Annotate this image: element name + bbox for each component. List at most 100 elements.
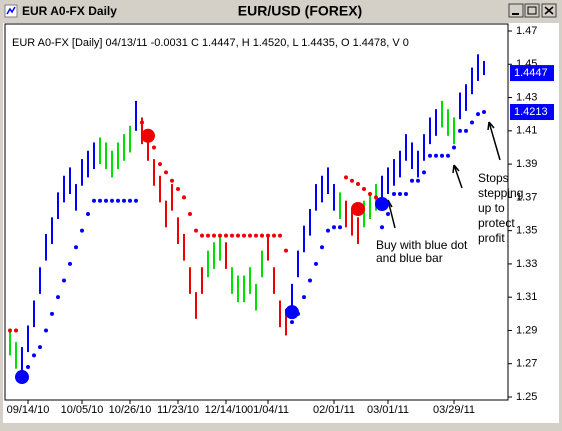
stop-dot <box>440 153 444 158</box>
stop-dot <box>164 170 168 175</box>
window-buttons[interactable] <box>508 3 557 18</box>
stop-dot <box>56 295 60 300</box>
title-bar <box>1 1 561 23</box>
stop-dot <box>254 233 258 238</box>
window-icon-line <box>6 6 16 15</box>
x-tick-label: 10/05/10 <box>61 404 104 416</box>
annotation-line: Stops <box>478 171 509 185</box>
stop-dot <box>422 170 426 175</box>
stop-price-label: 1.4213 <box>514 106 548 118</box>
y-tick-label: 1.39 <box>516 158 537 170</box>
x-tick-label: 03/01/11 <box>367 404 409 416</box>
stop-dot <box>116 198 120 203</box>
x-tick-label: 11/23/10 <box>157 404 199 416</box>
stop-dot <box>410 178 414 183</box>
x-tick-label: 02/01/11 <box>313 404 355 416</box>
stop-dot <box>80 228 84 233</box>
stop-dot <box>8 328 12 333</box>
annotation-line: protect <box>478 216 515 230</box>
stop-dot <box>344 175 348 180</box>
stop-dot <box>182 195 186 200</box>
stop-dot <box>206 233 210 238</box>
y-tick-label: 1.31 <box>516 291 537 303</box>
stop-dot <box>38 345 42 350</box>
signal-dot <box>141 128 155 143</box>
x-tick-label: 10/26/10 <box>109 404 152 416</box>
stop-dot <box>86 212 90 216</box>
stop-dot <box>338 225 342 230</box>
stop-dot <box>188 212 192 216</box>
arrow-stops-2 <box>487 121 501 161</box>
stop-dot <box>470 120 474 125</box>
stop-dot <box>170 178 174 183</box>
stop-dot <box>356 182 360 187</box>
stop-dot <box>464 128 468 133</box>
maximize-button[interactable] <box>524 3 540 18</box>
stop-dot <box>398 192 402 197</box>
stop-dot <box>350 178 354 183</box>
stop-dot <box>92 198 96 203</box>
plot-area <box>4 23 509 401</box>
stop-dot <box>200 233 204 238</box>
stop-dot <box>302 295 306 300</box>
stop-dot <box>404 192 408 197</box>
stop-dot <box>26 365 30 370</box>
stop-dot <box>98 198 102 203</box>
stop-dot <box>374 195 378 200</box>
last-price-box <box>510 65 554 82</box>
annotation-line: Buy with blue dot <box>376 238 468 252</box>
window-title: EUR A0-FX Daily <box>22 4 117 18</box>
info-line: EUR A0-FX [Daily] 04/13/11 -0.0031 C 1.4… <box>12 37 409 49</box>
signal-dot <box>351 202 365 217</box>
last-price-label: 1.4447 <box>514 67 548 79</box>
stop-dot <box>458 128 462 133</box>
stop-dot <box>290 320 294 325</box>
y-tick-label: 1.35 <box>516 225 537 237</box>
stop-dot <box>104 198 108 203</box>
x-tick-label: 12/14/10 <box>205 404 248 416</box>
y-tick-label: 1.43 <box>516 91 537 103</box>
stop-dot <box>134 198 138 203</box>
stop-dot <box>194 228 198 233</box>
stop-dot <box>428 153 432 158</box>
x-tick-label: 01/04/11 <box>247 404 289 416</box>
x-tick-label: 09/14/10 <box>7 404 50 416</box>
stop-dot <box>158 162 162 167</box>
arrow-stops-1 <box>452 164 463 189</box>
minimize-button[interactable] <box>508 3 524 18</box>
stop-dot <box>212 233 216 238</box>
stop-dot <box>248 233 252 238</box>
stop-dot <box>380 225 384 230</box>
stop-dot <box>416 178 420 183</box>
stop-dot <box>140 120 144 125</box>
stop-dot <box>242 233 246 238</box>
close-icon <box>544 6 554 15</box>
stop-dot <box>260 233 264 238</box>
annotation-line: stepping <box>478 186 523 200</box>
stop-dot <box>236 233 240 238</box>
maximize-icon <box>527 6 537 15</box>
annotation-line: profit <box>478 231 505 245</box>
signal-dot <box>15 370 29 385</box>
y-tick-label: 1.41 <box>516 125 537 137</box>
stop-dot <box>14 328 18 333</box>
stop-dot <box>122 198 126 203</box>
stop-dot <box>176 187 180 192</box>
y-tick-label: 1.33 <box>516 258 537 270</box>
stop-dot <box>308 278 312 283</box>
stop-dot <box>128 198 132 203</box>
y-tick-label: 1.27 <box>516 358 537 370</box>
stop-dot <box>44 328 48 333</box>
stop-dot <box>62 278 66 283</box>
stop-dot <box>332 225 336 230</box>
stop-dot <box>452 145 456 150</box>
y-tick-label: 1.37 <box>516 191 537 203</box>
stop-dot <box>446 153 450 158</box>
y-tick-label: 1.47 <box>516 25 537 37</box>
y-tick-label: 1.29 <box>516 324 537 336</box>
stop-dot <box>386 212 390 216</box>
